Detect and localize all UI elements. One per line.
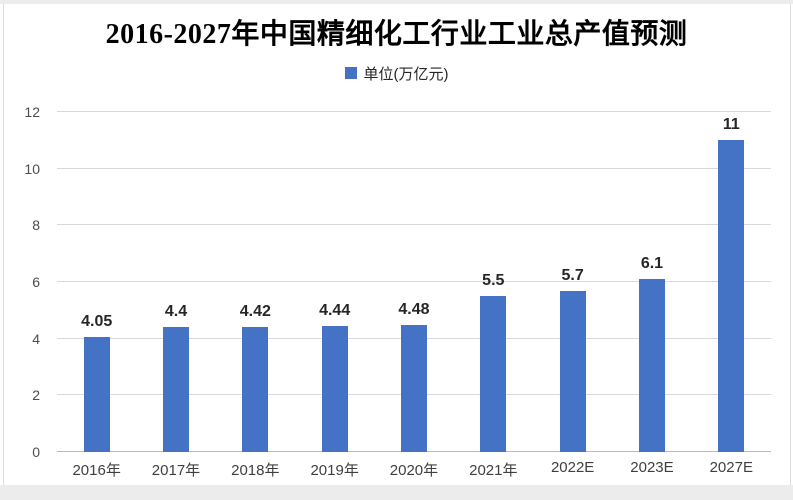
x-tick-label: 2022E	[550, 459, 595, 476]
y-tick-label: 10	[24, 160, 40, 177]
x-tick-label: 2018年	[231, 462, 280, 479]
bar-value-label: 4.4	[164, 303, 188, 321]
chart-title: 2016-2027年中国精细化工行业工业总产值预测	[105, 19, 688, 50]
bar-2022E	[559, 290, 586, 452]
bar-value-label: 4.48	[398, 301, 430, 319]
y-axis: 0 2 4 6 8 10 12	[0, 104, 48, 460]
y-tick-label: 2	[32, 387, 40, 404]
bar-2019年	[321, 326, 348, 452]
x-tick-label: 2027E	[709, 459, 753, 476]
x-tick-label: 2020年	[389, 462, 439, 479]
legend-label: 单位(万亿元)	[363, 65, 449, 83]
bar-value-label: 4.05	[81, 313, 113, 331]
gridline	[57, 281, 771, 282]
x-tick-label: 2016年	[72, 462, 121, 479]
x-tick-label: 2023E	[630, 459, 674, 476]
bar-slot: 5.7	[533, 112, 612, 452]
bar-slot: 5.5	[454, 112, 533, 452]
bar-2021年	[480, 296, 507, 452]
x-axis: 2016年 2017年 2018年 2019年 2020年 2021年 2022E 2023E…	[57, 459, 771, 479]
x-tick-label: 2017年	[151, 462, 201, 479]
y-tick-label: 6	[32, 274, 40, 290]
bar-value-label: 11	[722, 116, 740, 134]
bar-slot: 4.05	[57, 112, 136, 452]
y-tick-label: 0	[32, 444, 40, 460]
bar-2027E	[718, 140, 745, 452]
bar-value-label: 4.42	[239, 302, 271, 320]
bar-2023E	[638, 279, 665, 452]
gridline	[57, 224, 771, 226]
bar-slot: 6.1	[612, 112, 691, 452]
y-tick-label: 8	[32, 217, 40, 234]
top-border-strip	[0, 0, 793, 4]
y-tick-label: 12	[24, 104, 40, 120]
x-tick-label: 2021年	[469, 462, 518, 479]
bars-row: 4.05 4.4 4.42 4.44 4.48 5.5 5.7 6.1 11	[57, 112, 771, 452]
x-tick-label: 2019年	[310, 462, 359, 479]
bar-2018年	[242, 326, 269, 452]
bottom-border-strip	[0, 485, 793, 500]
bar-value-label: 6.1	[640, 255, 664, 273]
chart-legend: 单位(万亿元)	[0, 63, 793, 83]
gridline	[57, 167, 771, 169]
left-border-line	[3, 4, 4, 485]
bar-slot: 11	[692, 112, 771, 452]
bar-value-label: 5.5	[482, 272, 505, 290]
legend-marker-icon	[344, 67, 357, 79]
bar-slot: 4.44	[295, 112, 374, 452]
bar-2017年	[162, 327, 189, 452]
right-border-line	[790, 4, 791, 485]
bar-slot: 4.4	[136, 112, 215, 452]
plot-area: 4.05 4.4 4.42 4.44 4.48 5.5 5.7 6.1 11	[57, 111, 771, 452]
y-tick-label: 4	[32, 330, 40, 347]
bar-value-label: 4.44	[319, 302, 351, 320]
bar-value-label: 5.7	[561, 266, 584, 284]
bar-slot: 4.48	[374, 112, 453, 452]
bar-2016年	[83, 337, 110, 452]
bar-2020年	[400, 325, 427, 452]
gridline	[57, 111, 771, 112]
bar-slot: 4.42	[216, 112, 295, 452]
